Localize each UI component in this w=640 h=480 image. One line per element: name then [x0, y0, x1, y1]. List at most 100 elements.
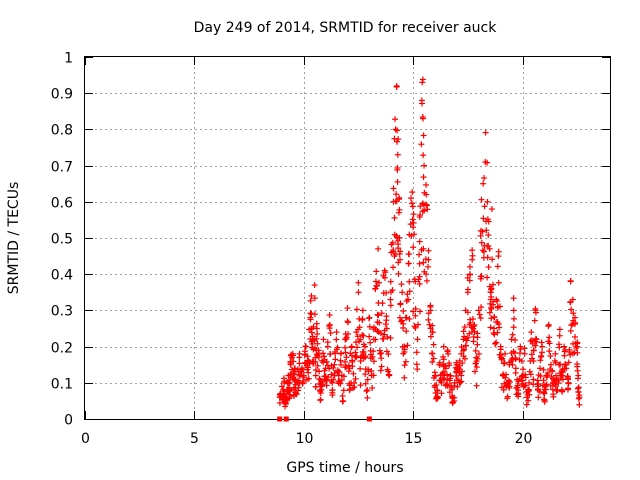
data-point [490, 301, 497, 308]
data-point [459, 368, 466, 375]
data-point [378, 310, 385, 317]
data-point [422, 256, 429, 263]
data-point [406, 278, 413, 285]
data-point [377, 367, 384, 374]
data-point [552, 359, 559, 366]
data-point [441, 363, 448, 370]
data-point [326, 312, 333, 319]
data-point [426, 321, 433, 328]
data-point [378, 363, 385, 370]
data-point [464, 286, 471, 293]
data-point [421, 189, 428, 196]
data-point [396, 234, 403, 241]
data-point [327, 330, 334, 337]
data-point [384, 366, 391, 373]
data-point [443, 381, 450, 388]
data-point [495, 248, 502, 255]
data-point [357, 365, 364, 372]
data-point [404, 342, 411, 349]
data-point [409, 203, 416, 210]
data-point [474, 334, 481, 341]
data-point [500, 360, 507, 367]
data-point [522, 382, 529, 389]
x-tick-label: 20 [515, 431, 533, 447]
data-point [575, 395, 582, 402]
data-point [327, 351, 334, 358]
data-point [400, 308, 407, 315]
data-point [413, 349, 420, 356]
data-point [546, 348, 553, 355]
data-point [362, 380, 369, 387]
data-point [535, 394, 542, 401]
data-point [484, 274, 491, 281]
data-point [418, 100, 425, 107]
data-point [556, 344, 563, 351]
data-point [407, 221, 414, 228]
data-point [354, 333, 361, 340]
data-point [508, 358, 515, 365]
data-point [434, 394, 441, 401]
data-point [360, 341, 367, 348]
data-point [374, 328, 381, 335]
data-point [481, 203, 488, 210]
data-point [443, 371, 450, 378]
data-point [478, 273, 485, 280]
data-point [521, 345, 528, 352]
data-point [403, 298, 410, 305]
data-point [387, 278, 394, 285]
data-point [517, 346, 524, 353]
data-point [393, 191, 400, 198]
data-point [561, 365, 568, 372]
data-point [480, 180, 487, 187]
data-point [276, 400, 283, 407]
data-point [469, 252, 476, 259]
data-point [419, 79, 426, 86]
data-point [345, 330, 352, 337]
data-point [403, 328, 410, 335]
data-point [310, 323, 317, 330]
scatter-points [276, 76, 583, 422]
data-point [482, 129, 489, 136]
data-point [389, 287, 396, 294]
data-point [440, 353, 447, 360]
data-point [281, 390, 288, 397]
data-point [449, 386, 456, 393]
data-point [416, 308, 423, 315]
data-point [552, 350, 559, 357]
data-point [488, 293, 495, 300]
data-point [336, 368, 343, 375]
data-point [497, 346, 504, 353]
data-point [370, 348, 377, 355]
data-point [565, 359, 572, 366]
data-point [425, 263, 432, 270]
data-point [485, 264, 492, 271]
data-point [333, 329, 340, 336]
data-point [373, 283, 380, 290]
data-point [370, 358, 377, 365]
data-point [466, 277, 473, 284]
y-tick-label: 0 [64, 413, 73, 429]
data-point [480, 215, 487, 222]
data-point [305, 375, 312, 382]
data-point [313, 335, 320, 342]
y-tick-label: 0.4 [51, 268, 73, 284]
data-point [406, 251, 413, 258]
data-point [466, 271, 473, 278]
data-point [315, 354, 322, 361]
data-point [342, 358, 349, 365]
data-point [511, 315, 518, 322]
data-point [427, 333, 434, 340]
y-tick-label: 0.1 [51, 377, 73, 393]
data-point [485, 232, 492, 239]
data-point [484, 254, 491, 261]
data-point [464, 309, 471, 316]
data-point [411, 231, 418, 238]
data-point [322, 377, 329, 384]
data-point [489, 256, 496, 263]
data-point [296, 350, 303, 357]
data-point [351, 384, 358, 391]
data-point [525, 397, 532, 404]
data-point [553, 387, 560, 394]
data-point [472, 360, 479, 367]
